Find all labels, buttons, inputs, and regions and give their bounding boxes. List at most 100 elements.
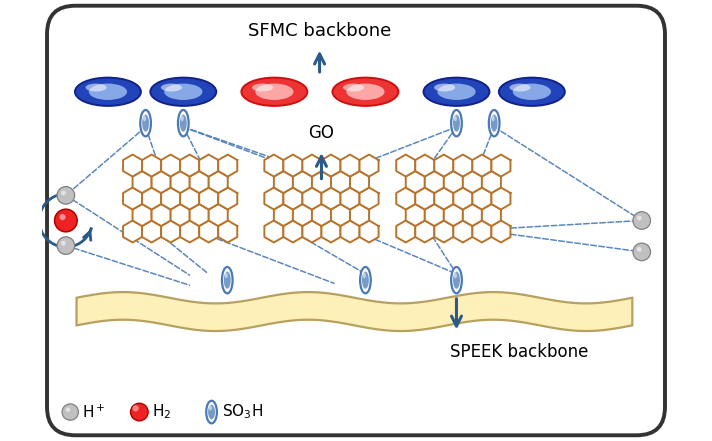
Polygon shape	[132, 204, 152, 226]
Polygon shape	[283, 154, 303, 176]
Ellipse shape	[434, 83, 455, 91]
Polygon shape	[434, 220, 454, 243]
Ellipse shape	[208, 405, 215, 419]
Polygon shape	[218, 187, 237, 209]
Polygon shape	[482, 171, 501, 193]
Ellipse shape	[491, 116, 495, 121]
Ellipse shape	[513, 83, 551, 100]
Polygon shape	[189, 171, 209, 193]
Ellipse shape	[206, 401, 217, 423]
Ellipse shape	[343, 83, 364, 91]
Polygon shape	[397, 187, 415, 209]
Polygon shape	[199, 187, 218, 209]
Polygon shape	[189, 204, 209, 226]
Polygon shape	[425, 204, 444, 226]
Ellipse shape	[89, 83, 127, 100]
Ellipse shape	[491, 115, 498, 132]
Polygon shape	[350, 171, 369, 193]
Ellipse shape	[424, 78, 489, 106]
Polygon shape	[274, 171, 293, 193]
Polygon shape	[264, 220, 283, 243]
Polygon shape	[340, 154, 360, 176]
Ellipse shape	[209, 405, 212, 411]
Ellipse shape	[333, 78, 399, 106]
Polygon shape	[491, 154, 511, 176]
Polygon shape	[415, 220, 434, 243]
Polygon shape	[406, 204, 425, 226]
Polygon shape	[406, 171, 425, 193]
Ellipse shape	[255, 83, 293, 100]
Text: SO$_3$H: SO$_3$H	[221, 403, 263, 422]
Polygon shape	[454, 220, 472, 243]
Polygon shape	[293, 204, 312, 226]
Text: H$_2$: H$_2$	[152, 403, 171, 422]
Polygon shape	[312, 171, 331, 193]
Polygon shape	[123, 154, 142, 176]
Ellipse shape	[59, 214, 66, 220]
Ellipse shape	[225, 273, 228, 278]
Ellipse shape	[241, 78, 308, 106]
Polygon shape	[123, 187, 142, 209]
Polygon shape	[180, 220, 199, 243]
Text: H$^+$: H$^+$	[82, 404, 105, 421]
Ellipse shape	[499, 78, 565, 106]
Text: GO: GO	[308, 124, 335, 142]
Polygon shape	[491, 220, 511, 243]
Polygon shape	[171, 204, 189, 226]
Polygon shape	[444, 204, 463, 226]
Polygon shape	[264, 154, 283, 176]
Polygon shape	[397, 220, 415, 243]
Ellipse shape	[633, 243, 651, 261]
Polygon shape	[360, 220, 379, 243]
Ellipse shape	[66, 407, 70, 412]
Ellipse shape	[62, 404, 78, 420]
Ellipse shape	[637, 216, 642, 220]
Polygon shape	[303, 187, 321, 209]
Polygon shape	[482, 204, 501, 226]
Polygon shape	[180, 187, 199, 209]
Polygon shape	[312, 204, 331, 226]
Polygon shape	[415, 187, 434, 209]
Polygon shape	[350, 204, 369, 226]
Polygon shape	[454, 154, 472, 176]
Ellipse shape	[180, 115, 187, 132]
Polygon shape	[171, 171, 189, 193]
Polygon shape	[132, 171, 152, 193]
Polygon shape	[321, 154, 340, 176]
Polygon shape	[331, 204, 350, 226]
Polygon shape	[199, 154, 218, 176]
Polygon shape	[209, 171, 228, 193]
Polygon shape	[142, 154, 161, 176]
Ellipse shape	[181, 116, 184, 121]
Polygon shape	[303, 220, 321, 243]
Ellipse shape	[85, 83, 107, 91]
Polygon shape	[472, 187, 491, 209]
Polygon shape	[283, 187, 303, 209]
Polygon shape	[444, 171, 463, 193]
Polygon shape	[283, 220, 303, 243]
Polygon shape	[415, 154, 434, 176]
Ellipse shape	[451, 267, 462, 293]
Polygon shape	[360, 154, 379, 176]
Ellipse shape	[453, 272, 460, 289]
Polygon shape	[321, 187, 340, 209]
Polygon shape	[463, 171, 482, 193]
Text: SPEEK backbone: SPEEK backbone	[450, 343, 589, 361]
Ellipse shape	[453, 115, 460, 132]
Ellipse shape	[363, 273, 366, 278]
Polygon shape	[142, 220, 161, 243]
Ellipse shape	[55, 209, 77, 232]
Ellipse shape	[142, 115, 149, 132]
Polygon shape	[274, 204, 293, 226]
Polygon shape	[76, 292, 632, 331]
Ellipse shape	[57, 187, 75, 204]
Ellipse shape	[132, 405, 139, 411]
Polygon shape	[264, 187, 283, 209]
Text: SFMC backbone: SFMC backbone	[248, 22, 391, 40]
Ellipse shape	[57, 237, 75, 254]
Polygon shape	[472, 220, 491, 243]
Polygon shape	[180, 154, 199, 176]
Ellipse shape	[437, 83, 476, 100]
FancyBboxPatch shape	[47, 6, 665, 435]
Ellipse shape	[637, 247, 642, 252]
